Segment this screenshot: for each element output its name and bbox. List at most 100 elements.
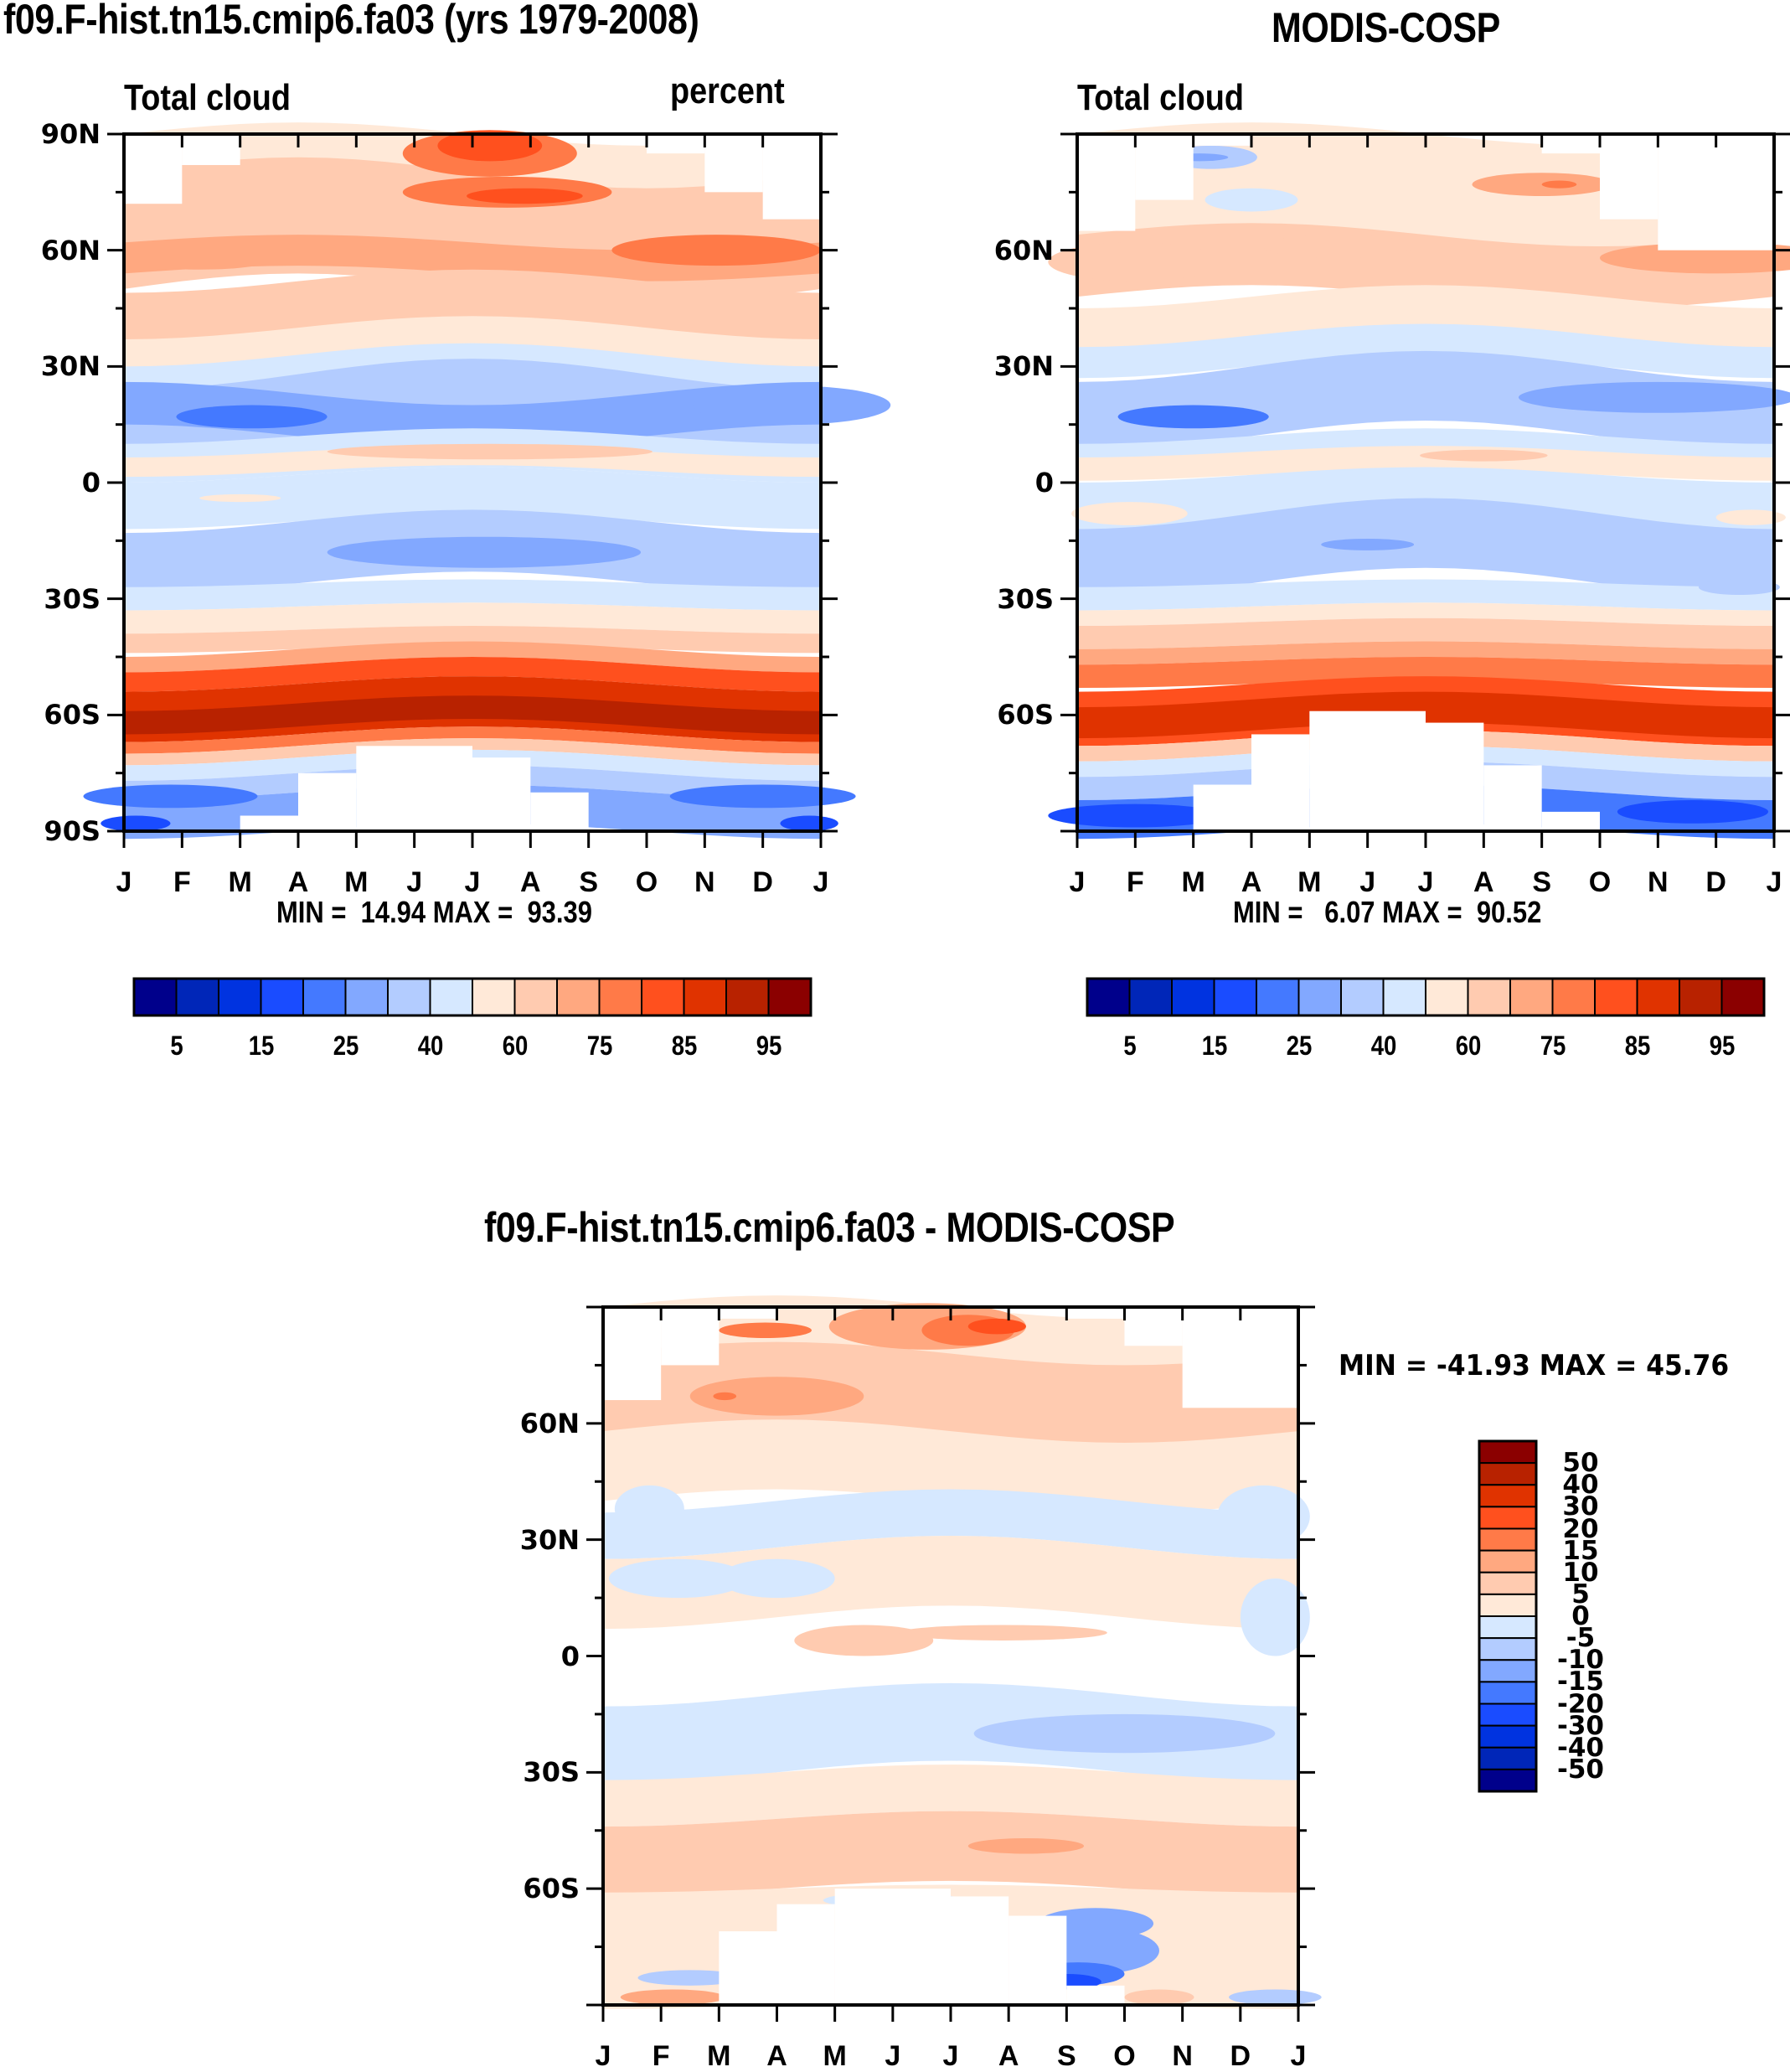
- contour-band: [603, 1489, 1298, 1559]
- panel2-colorbar-box: [1171, 978, 1215, 1016]
- panel1-x-tick-label: F: [173, 866, 191, 898]
- panel1-x-tick-label: N: [694, 866, 715, 898]
- contour-band: [124, 579, 821, 611]
- contour-band: [1077, 223, 1774, 308]
- missing-data-mask: [1541, 134, 1600, 154]
- panel3-y-tick-label: 30N: [519, 1523, 580, 1556]
- missing-data-mask: [1426, 722, 1484, 831]
- contour-band: [124, 381, 821, 448]
- contour-band: [1077, 498, 1774, 599]
- contour-blob: [1117, 405, 1269, 429]
- panel3-x-tick-label: D: [1230, 2040, 1251, 2072]
- panel1-colorbar: [132, 977, 812, 1017]
- panel3-colorbar-box: [1478, 1637, 1537, 1661]
- missing-data-mask: [1251, 734, 1310, 831]
- panel1-min-value: 14.94: [360, 895, 426, 929]
- contour-band: [603, 1765, 1298, 1827]
- missing-data-mask: [776, 1904, 835, 2005]
- panel3-colorbar-box: [1478, 1484, 1537, 1508]
- panel2-colorbar-box: [1086, 978, 1131, 1016]
- panel1-colorbar-box: [513, 978, 558, 1016]
- panel3-y-tick-label: 30S: [523, 1756, 580, 1789]
- panel3-colorbar-box: [1478, 1768, 1537, 1792]
- contour-blob: [719, 1322, 812, 1339]
- panel3-colorbar-box: [1478, 1549, 1537, 1573]
- contour-band: [1077, 350, 1774, 452]
- panel3-x-tick-label: F: [652, 2040, 670, 2072]
- panel2-x-tick-label: M: [1181, 866, 1205, 898]
- contour-blob: [1262, 235, 1415, 258]
- panel3-colorbar-box: [1478, 1440, 1537, 1465]
- panel3-x-tick-label: J: [1290, 2040, 1307, 2072]
- contour-blob: [437, 130, 543, 162]
- panel3-x-tick-label: J: [942, 2040, 959, 2072]
- panel1-x-tick-label: A: [520, 866, 541, 898]
- contour-blob: [637, 1970, 742, 1986]
- panel3-stats: MIN = -41.93 MAX = 45.76: [1339, 1349, 1730, 1382]
- panel2-colorbar-box: [1467, 978, 1511, 1016]
- missing-data-mask: [1658, 134, 1774, 251]
- panel1-x-tick-label: J: [116, 866, 132, 898]
- contour-blob: [1715, 509, 1786, 525]
- missing-data-mask: [1008, 1915, 1067, 2005]
- panel2-x-tick-label: A: [1241, 866, 1262, 898]
- panel2-x-tick-label: S: [1532, 866, 1551, 898]
- panel3-colorbar-box: [1478, 1746, 1537, 1770]
- contour-blob: [611, 235, 821, 266]
- panel1-colorbar-label: 25: [333, 1031, 359, 1061]
- panel2-y-tick-label: 0: [1034, 467, 1054, 499]
- panel2-colorbar-box: [1551, 978, 1596, 1016]
- panel1-stats: MIN = 14.94 MAX = 93.39: [276, 895, 592, 930]
- panel2-x-tick-label: O: [1588, 866, 1612, 898]
- contour-blob: [689, 1377, 864, 1416]
- panel3-x-tick-label: A: [998, 2040, 1019, 2072]
- contour-blob: [973, 1713, 1276, 1754]
- panel2-y-tick-label: 60N: [993, 234, 1054, 266]
- panel1-colorbar-label: 95: [756, 1031, 782, 1061]
- panel2-y-tick-label: 30S: [997, 582, 1054, 615]
- panel1-y-tick-label: 60N: [40, 234, 101, 266]
- contour-blob: [713, 1392, 737, 1401]
- contour-band: [603, 1682, 1298, 1785]
- missing-data-mask: [182, 134, 240, 165]
- panel3-colorbar-box: [1478, 1724, 1537, 1749]
- panel2-colorbar-box: [1509, 978, 1554, 1016]
- panel2-colorbar-box: [1679, 978, 1723, 1016]
- panel2-colorbar-label: 40: [1370, 1031, 1396, 1061]
- panel2-colorbar-box: [1720, 978, 1765, 1016]
- missing-data-mask: [124, 134, 183, 204]
- contour-band: [124, 738, 821, 766]
- contour-blob: [467, 188, 583, 204]
- contour-blob: [614, 1485, 684, 1532]
- panel3-x-tick-label: N: [1172, 2040, 1193, 2072]
- contour-blob: [327, 536, 642, 568]
- panel1-colorbar-box: [133, 978, 178, 1016]
- panel3-colorbar-box: [1478, 1659, 1537, 1683]
- panel2-colorbar-box: [1128, 978, 1173, 1016]
- contour-blob: [1541, 180, 1577, 189]
- contour-blob: [1071, 502, 1188, 525]
- panel3-y-tick-label: 0: [560, 1640, 580, 1672]
- contour-band: [124, 602, 821, 634]
- panel3-colorbar-label: 40: [1562, 1470, 1599, 1501]
- panel3-colorbar-box: [1478, 1681, 1537, 1705]
- panel1-x-tick-label: J: [464, 866, 481, 898]
- panel2-max-value: 90.52: [1476, 895, 1542, 929]
- panel1-y-tick-label: 0: [81, 467, 101, 499]
- missing-data-mask: [1193, 784, 1251, 831]
- panel3-colorbar-box: [1478, 1462, 1537, 1486]
- panel2-colorbar-box: [1340, 978, 1385, 1016]
- missing-data-mask: [240, 815, 298, 831]
- contour-band: [1077, 617, 1774, 649]
- panel2-colorbar-label: 95: [1709, 1031, 1735, 1061]
- contour-blob: [327, 443, 653, 460]
- contour-blob: [1205, 188, 1298, 212]
- panel1-x-tick-label: A: [287, 866, 309, 898]
- panel2-min-value: 6.07: [1324, 895, 1375, 929]
- contour-blob: [1321, 539, 1415, 550]
- missing-data-mask: [1541, 811, 1600, 831]
- missing-data-mask: [834, 1889, 951, 2005]
- panel2-colorbar-label: 5: [1122, 1031, 1137, 1061]
- missing-data-mask: [1600, 134, 1658, 220]
- panel2-x-tick-label: A: [1473, 866, 1494, 898]
